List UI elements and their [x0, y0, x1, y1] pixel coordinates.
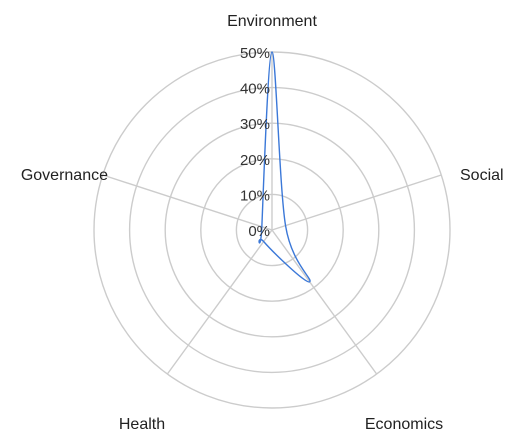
axis-spoke: [271, 229, 378, 375]
category-label-layer: Environment Social Economics Health Governan…: [21, 13, 504, 432]
axis-spoke: [166, 229, 273, 375]
category-label: Environment: [227, 13, 317, 30]
series-line: [258, 51, 311, 283]
axis-spoke: [271, 174, 442, 231]
radar-grid: [93, 51, 451, 409]
category-label: Health: [119, 416, 165, 432]
category-label: Economics: [365, 416, 443, 432]
radial-tick-label: 20%: [240, 152, 270, 169]
radial-tick-label: 10%: [240, 187, 270, 204]
radial-tick-label: 50%: [240, 45, 270, 62]
axis-spoke: [102, 174, 273, 231]
category-label: Governance: [21, 167, 108, 184]
radial-tick-layer: 0% 10% 20% 30% 40% 50%: [240, 45, 270, 240]
radar-series-layer: [258, 51, 311, 283]
radial-tick-label: 40%: [240, 81, 270, 98]
category-label: Social: [460, 167, 504, 184]
radial-tick-label: 30%: [240, 116, 270, 133]
radial-tick-label: 0%: [248, 223, 270, 240]
